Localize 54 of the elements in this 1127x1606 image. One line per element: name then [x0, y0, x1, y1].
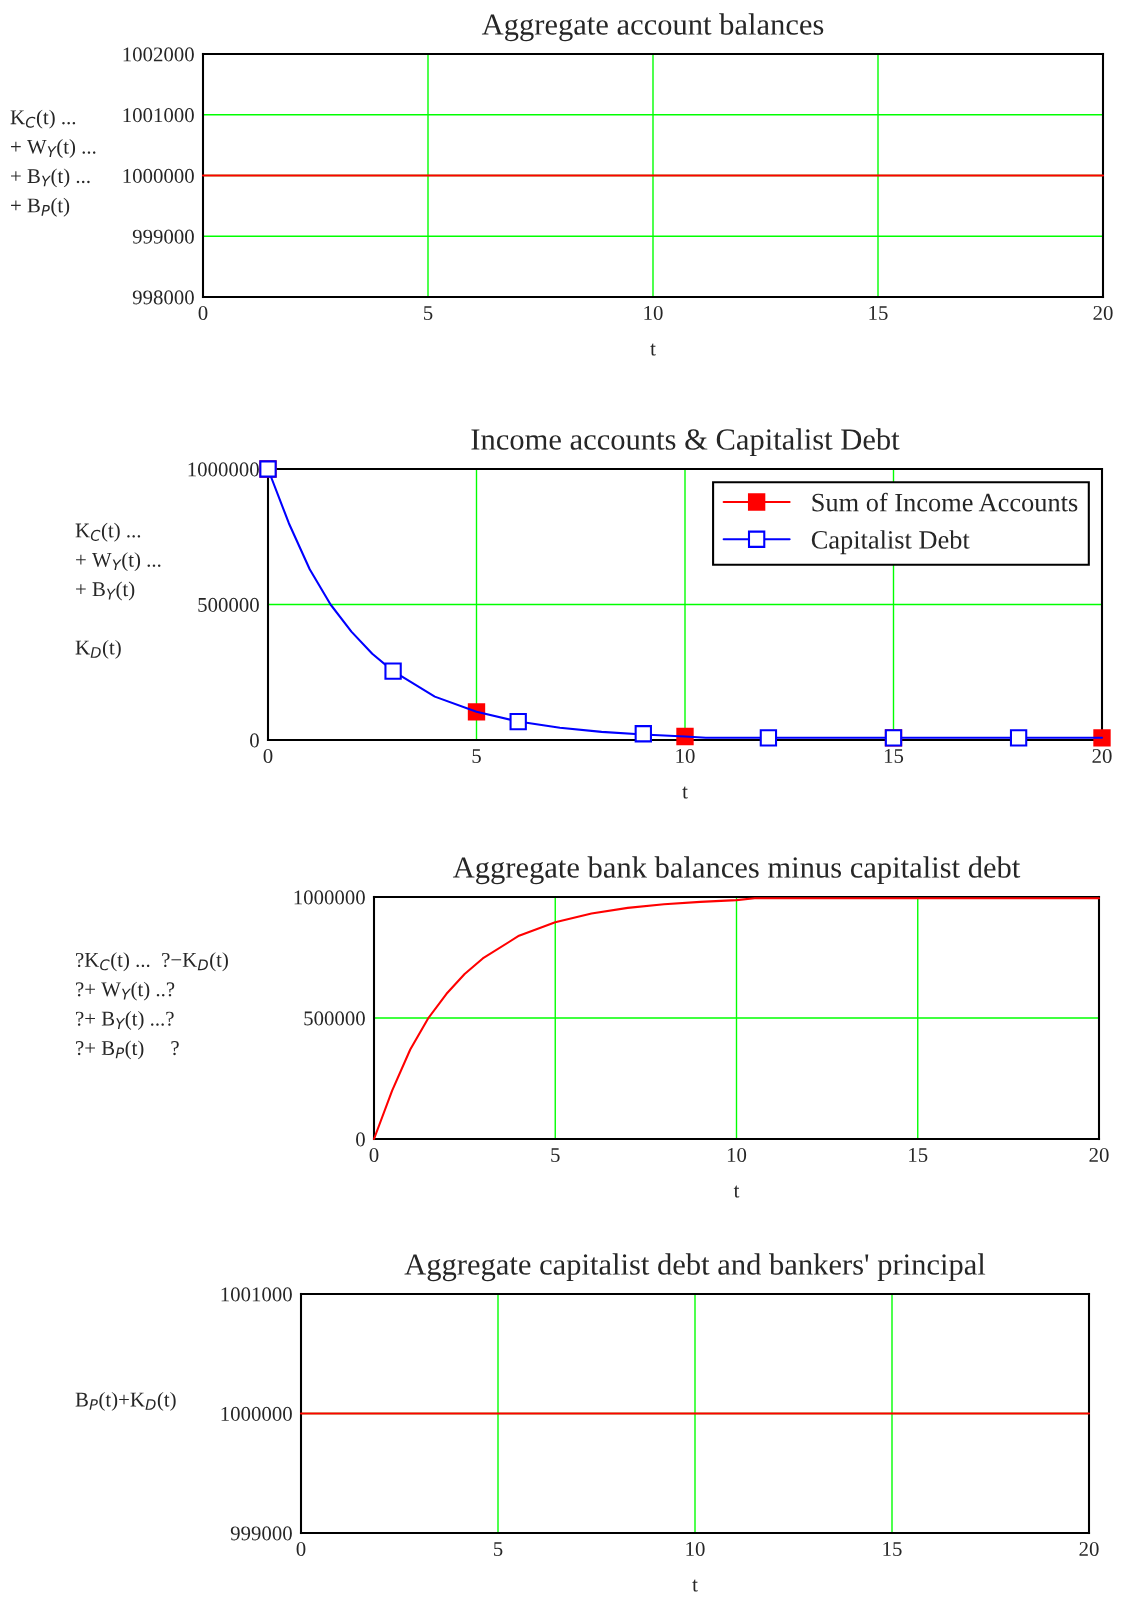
- y-tick-label: 1001000: [123, 108, 194, 123]
- x-tick-label: 15: [884, 749, 904, 763]
- x-tick-label: 0: [263, 748, 273, 763]
- x-tick-label: 15: [869, 306, 888, 320]
- legend-label: Capitalist Debt: [811, 530, 970, 555]
- x-tick-label: 20: [1089, 1147, 1109, 1162]
- x-axis-title: t: [692, 1579, 698, 1592]
- line-series: [372, 897, 1101, 1141]
- y-tick-label: 1000000: [123, 168, 194, 183]
- point: [1093, 729, 1111, 747]
- x-tick-label: 20: [1093, 305, 1113, 320]
- x-tick-label: 20: [1092, 748, 1112, 763]
- y-tick-label: 500000: [304, 1011, 365, 1026]
- x-tick-label: 5: [494, 1542, 503, 1556]
- chart-title: Aggregate bank balances minus capitalist debt: [452, 856, 1021, 885]
- point: [1009, 729, 1028, 747]
- text: K$_{C}$(t) ... + W$_{Y}$(t) ... + B$_{Y}$(t) K$_{D}$(t): [75, 522, 161, 659]
- x-tick-label: 10: [644, 305, 663, 320]
- y-tick-label: 999000: [230, 1526, 292, 1541]
- point: [509, 712, 527, 731]
- y-tick-label: 1002000: [123, 47, 194, 62]
- y-tick-label: 1001000: [221, 1287, 292, 1302]
- point: [384, 662, 402, 680]
- y-tick-label: 1000000: [294, 890, 365, 905]
- x-axis-title: t: [650, 343, 656, 356]
- x-axis-title: t: [733, 1185, 740, 1198]
- chart-title: Aggregate capitalist debt and bankers' principal: [404, 1253, 986, 1282]
- y-tick-label: 500000: [198, 597, 259, 612]
- chart-title: Income accounts & Capitalist Debt: [471, 428, 900, 457]
- y-tick-label: 998000: [132, 290, 194, 305]
- legend-label: Sum of Income Accounts: [812, 492, 1078, 512]
- y-tick-label: 1000000: [221, 1406, 292, 1421]
- x-tick-label: 20: [1079, 1541, 1099, 1556]
- x-tick-label: 5: [472, 749, 481, 763]
- point: [634, 725, 652, 743]
- y-tick-label: 0: [356, 1132, 365, 1147]
- x-tick-label: 5: [424, 306, 433, 320]
- text: ?K$_{C}$(t) ... ?−K$_{D}$(t) ?+ W$_{Y}$(t) ..? ?+ B$_{Y}$(t) ...? ?+ B$_{P}$(t) ?: [76, 952, 228, 1060]
- x-tick-label: 10: [686, 1541, 705, 1556]
- x-tick-label: 10: [727, 1147, 747, 1162]
- x-tick-label: 10: [676, 748, 695, 763]
- x-tick-label: 15: [909, 1148, 928, 1162]
- point: [759, 729, 778, 747]
- x-tick-label: 0: [369, 1147, 379, 1162]
- x-tick-label: 0: [198, 305, 208, 320]
- x-tick-label: 15: [883, 1542, 902, 1556]
- y-tick-label: 0: [250, 733, 259, 748]
- x-axis-title: t: [682, 786, 688, 799]
- chart-title: Aggregate account balances: [481, 13, 824, 42]
- y-tick-label: 999000: [132, 229, 194, 244]
- x-tick-label: 5: [551, 1148, 560, 1162]
- text: K$_{C}$(t) ... + W$_{Y}$(t) ... + B$_{Y}$(t) ... + B$_{P}$(t): [10, 109, 96, 217]
- y-axis-title: B$_{P}$(t)+K$_{D}$(t): [75, 1391, 176, 1411]
- y-tick-label: 1000000: [188, 462, 259, 477]
